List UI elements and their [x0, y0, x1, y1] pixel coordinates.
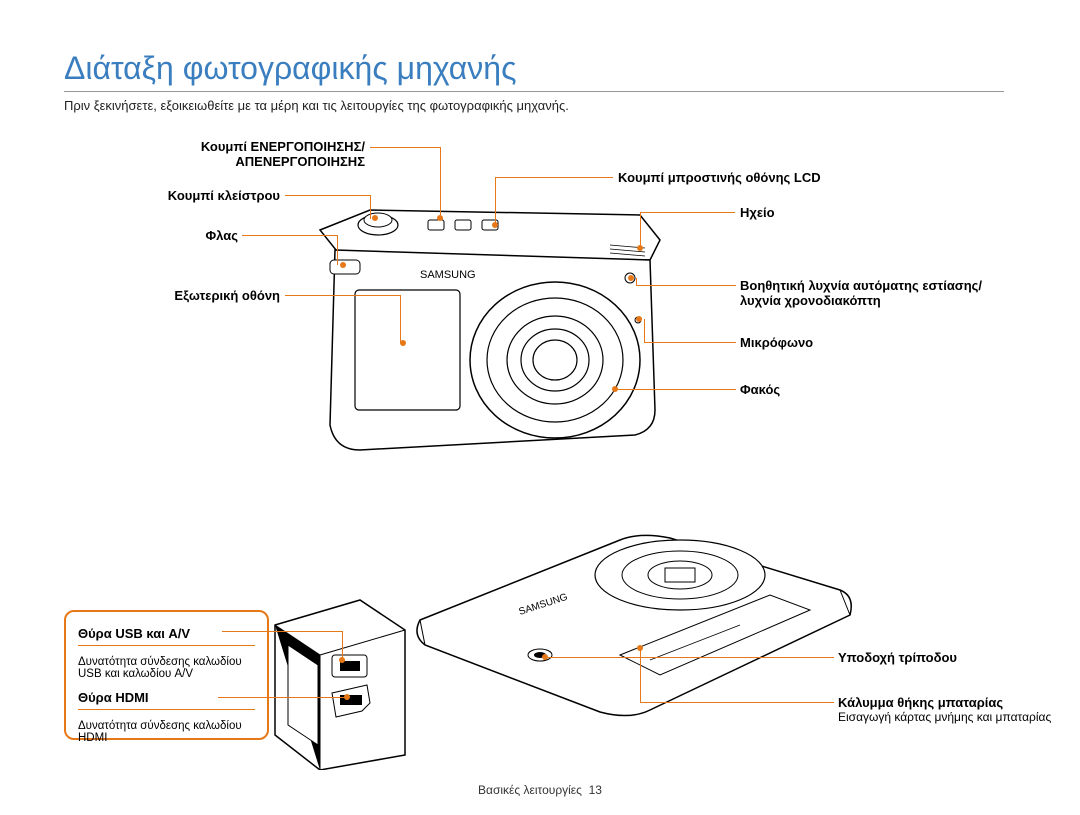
leader-tripod: [548, 657, 834, 658]
label-speaker: Ηχείο: [740, 205, 775, 220]
leader-shutter: [285, 195, 370, 196]
leader-mic: [644, 342, 736, 343]
port-detail-diagram: [270, 595, 410, 770]
dot-lens: [612, 386, 618, 392]
label-front-lcd-btn: Κουμπί μπροστινής οθόνης LCD: [618, 170, 821, 185]
dot-flash: [340, 262, 346, 268]
leader-battery-v: [640, 648, 641, 703]
leader-speaker: [640, 212, 735, 213]
label-battery-cover: Κάλυμμα θήκης μπαταρίας Εισαγωγή κάρτας …: [838, 695, 1051, 724]
intro-text: Πριν ξεκινήσετε, εξοικειωθείτε με τα μέρ…: [64, 98, 569, 113]
page-footer: Βασικές λειτουργίες 13: [0, 783, 1080, 797]
page-title: Διάταξη φωτογραφικής μηχανής: [64, 50, 1004, 92]
dot-power: [437, 215, 443, 221]
leader-front-lcd: [495, 177, 613, 178]
leader-lens: [618, 389, 736, 390]
leader-front-screen-v: [400, 295, 401, 343]
dot-tripod: [542, 654, 548, 660]
leader-shutter-v: [370, 195, 371, 219]
leader-af-v: [636, 278, 637, 286]
port-hdmi: Θύρα HDMI Δυνατότητα σύνδεσης καλωδίου H…: [78, 690, 255, 744]
dot-speaker: [637, 245, 643, 251]
label-mic: Μικρόφωνο: [740, 335, 813, 350]
leader-front-lcd-v: [495, 177, 496, 225]
port-usb-av: Θύρα USB και A/V Δυνατότητα σύνδεσης καλ…: [78, 626, 255, 680]
port-info-box: Θύρα USB και A/V Δυνατότητα σύνδεσης καλ…: [64, 610, 269, 740]
leader-flash-v: [337, 235, 338, 265]
leader-usb-v: [342, 631, 343, 659]
leader-mic-v: [644, 319, 645, 343]
label-flash: Φλας: [180, 228, 238, 243]
leader-front-screen: [285, 295, 400, 296]
dot-front-lcd: [492, 222, 498, 228]
label-tripod: Υποδοχή τρίποδου: [838, 650, 957, 665]
leader-power-v: [440, 147, 441, 215]
dot-battery: [637, 645, 643, 651]
leader-battery: [640, 702, 834, 703]
camera-bottom-diagram: SAMSUNG: [390, 500, 860, 740]
leader-speaker-v: [640, 212, 641, 247]
label-power: Κουμπί ΕΝΕΡΓΟΠΟΙΗΣΗΣ/ ΑΠΕΝΕΡΓΟΠΟΙΗΣΗΣ: [140, 139, 365, 169]
leader-power: [370, 147, 440, 148]
leader-af: [636, 285, 736, 286]
camera-front-diagram: SAMSUNG: [300, 190, 680, 460]
dot-af: [628, 275, 634, 281]
leader-flash: [242, 235, 337, 236]
label-shutter: Κουμπί κλείστρου: [140, 188, 280, 203]
label-lens: Φακός: [740, 382, 780, 397]
label-front-screen: Εξωτερική οθόνη: [120, 288, 280, 303]
dot-usb: [339, 657, 345, 663]
label-af-assist: Βοηθητική λυχνία αυτόματης εστίασης/ λυχ…: [740, 278, 982, 308]
dot-hdmi: [344, 694, 350, 700]
dot-mic: [636, 316, 642, 322]
brand-text-front: SAMSUNG: [420, 269, 476, 281]
dot-shutter: [372, 215, 378, 221]
